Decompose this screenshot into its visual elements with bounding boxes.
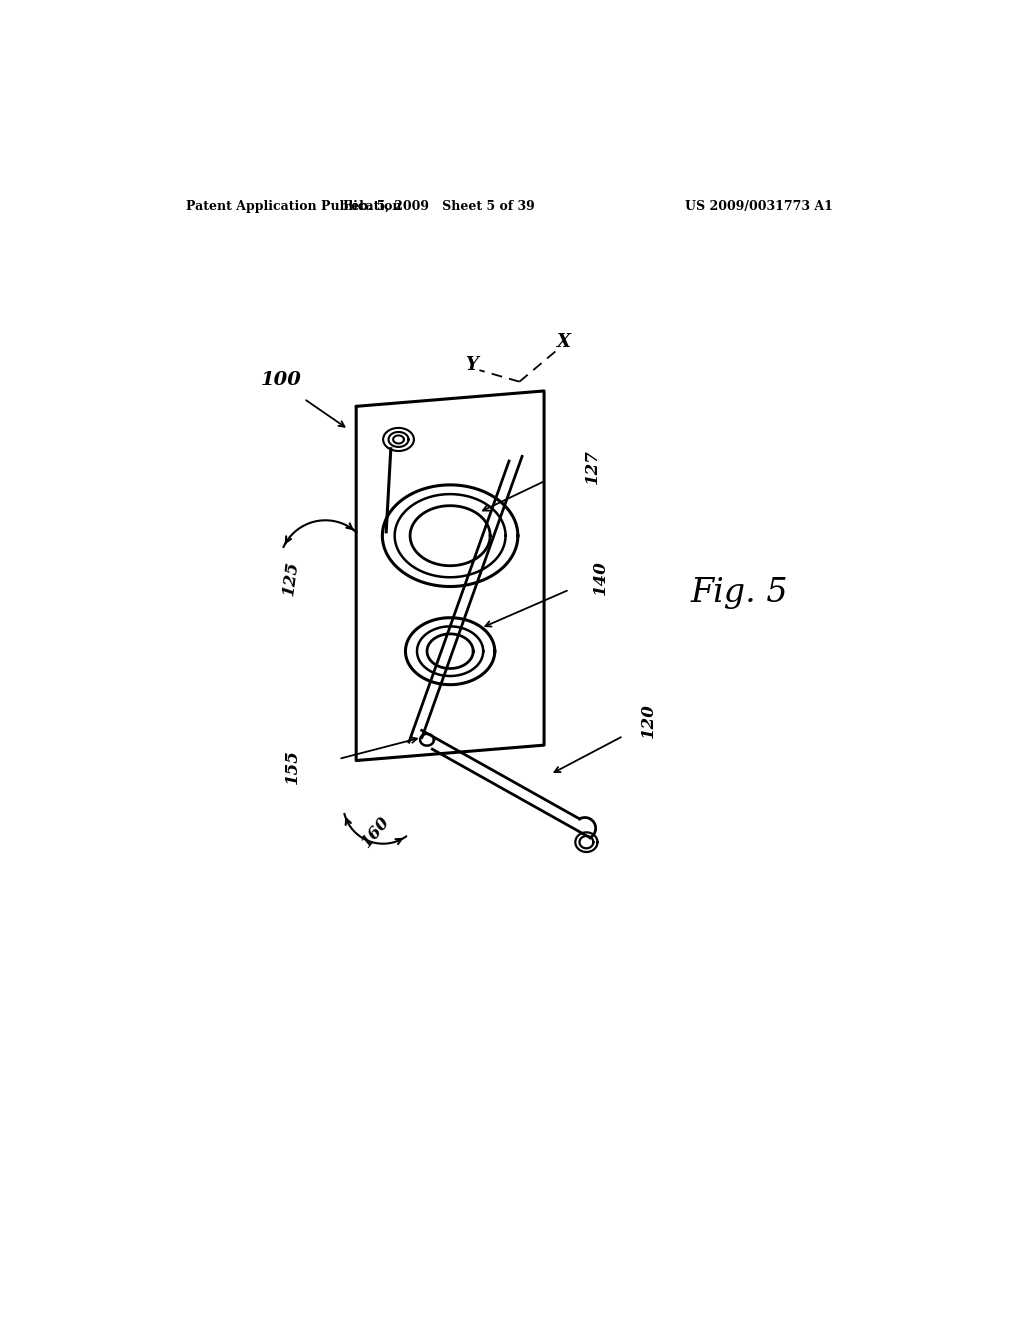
Text: Feb. 5, 2009   Sheet 5 of 39: Feb. 5, 2009 Sheet 5 of 39 [343, 199, 535, 213]
Text: 120: 120 [640, 704, 656, 738]
Text: 140: 140 [592, 561, 608, 595]
Text: 160: 160 [357, 813, 393, 851]
Text: Y: Y [465, 356, 478, 374]
Text: US 2009/0031773 A1: US 2009/0031773 A1 [685, 199, 833, 213]
Text: X: X [557, 333, 571, 351]
Text: Fig. 5: Fig. 5 [690, 577, 787, 610]
Text: 125: 125 [280, 560, 301, 597]
Text: 100: 100 [260, 371, 301, 389]
Text: Patent Application Publication: Patent Application Publication [186, 199, 401, 213]
Text: 155: 155 [284, 750, 301, 784]
Text: 127: 127 [584, 449, 601, 484]
